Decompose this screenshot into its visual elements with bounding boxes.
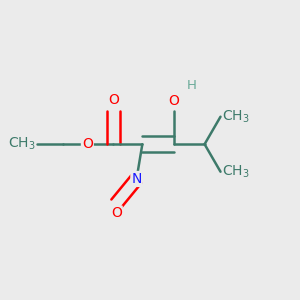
Text: N: N: [131, 172, 142, 186]
Text: O: O: [82, 137, 93, 151]
Text: CH$_3$: CH$_3$: [222, 109, 250, 125]
Text: H: H: [187, 79, 197, 92]
Text: O: O: [108, 93, 119, 107]
Text: O: O: [169, 94, 180, 108]
Text: O: O: [111, 206, 122, 220]
Text: CH$_3$: CH$_3$: [8, 136, 35, 152]
Text: CH$_3$: CH$_3$: [222, 164, 250, 180]
